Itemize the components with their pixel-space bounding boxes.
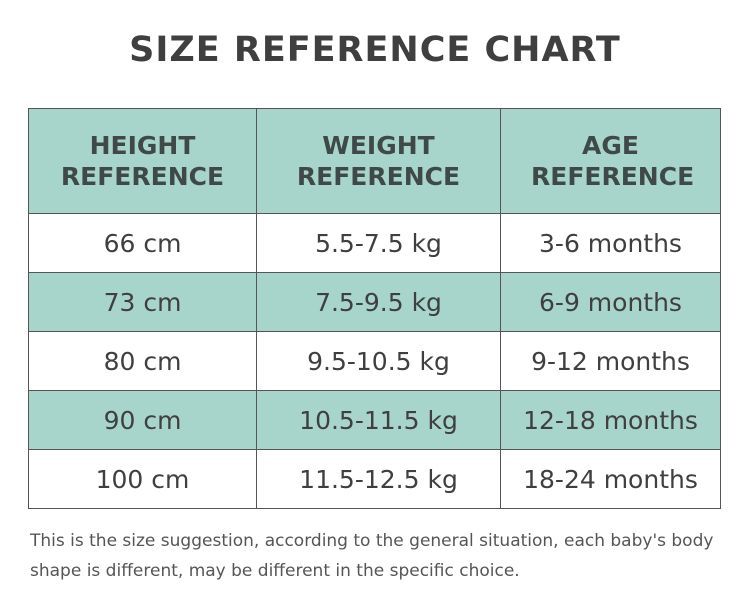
title: SIZE REFERENCE CHART [129,30,621,70]
table-cell: 80 cm [28,331,257,391]
table-cell: 100 cm [28,449,257,509]
table-cell: 90 cm [28,390,257,450]
header-cell: WEIGHT REFERENCE [256,108,501,214]
table-row: 66 cm 5.5-7.5 kg 3-6 months [28,213,721,273]
table-row: 100 cm 11.5-12.5 kg 18-24 months [28,449,721,509]
table-cell: 11.5-12.5 kg [256,449,501,509]
table-cell: 9.5-10.5 kg [256,331,501,391]
header-cell: AGE REFERENCE [500,108,721,214]
table-cell: 5.5-7.5 kg [256,213,501,273]
table-cell: 66 cm [28,213,257,273]
table-row: 80 cm 9.5-10.5 kg 9-12 months [28,331,721,391]
table-cell: 12-18 months [500,390,721,450]
table-cell: 18-24 months [500,449,721,509]
footnote: This is the size suggestion, according t… [30,531,714,581]
table-cell: 6-9 months [500,272,721,332]
header-cell: HEIGHT REFERENCE [28,108,257,214]
table-cell: 9-12 months [500,331,721,391]
table-cell: 7.5-9.5 kg [256,272,501,332]
table-row: 73 cm 7.5-9.5 kg 6-9 months [28,272,721,332]
table-cell: 10.5-11.5 kg [256,390,501,450]
table-cell: 3-6 months [500,213,721,273]
table-body: 66 cm 5.5-7.5 kg 3-6 months 73 cm 7.5-9.5 kg… [28,213,721,509]
table-cell: 73 cm [28,272,257,332]
table-row: 90 cm 10.5-11.5 kg 12-18 months [28,390,721,450]
size-table: HEIGHT REFERENCE WEIGHT REFERENCE AGE REFE… [28,108,721,509]
header-row: HEIGHT REFERENCE WEIGHT REFERENCE AGE REFE… [28,108,721,214]
